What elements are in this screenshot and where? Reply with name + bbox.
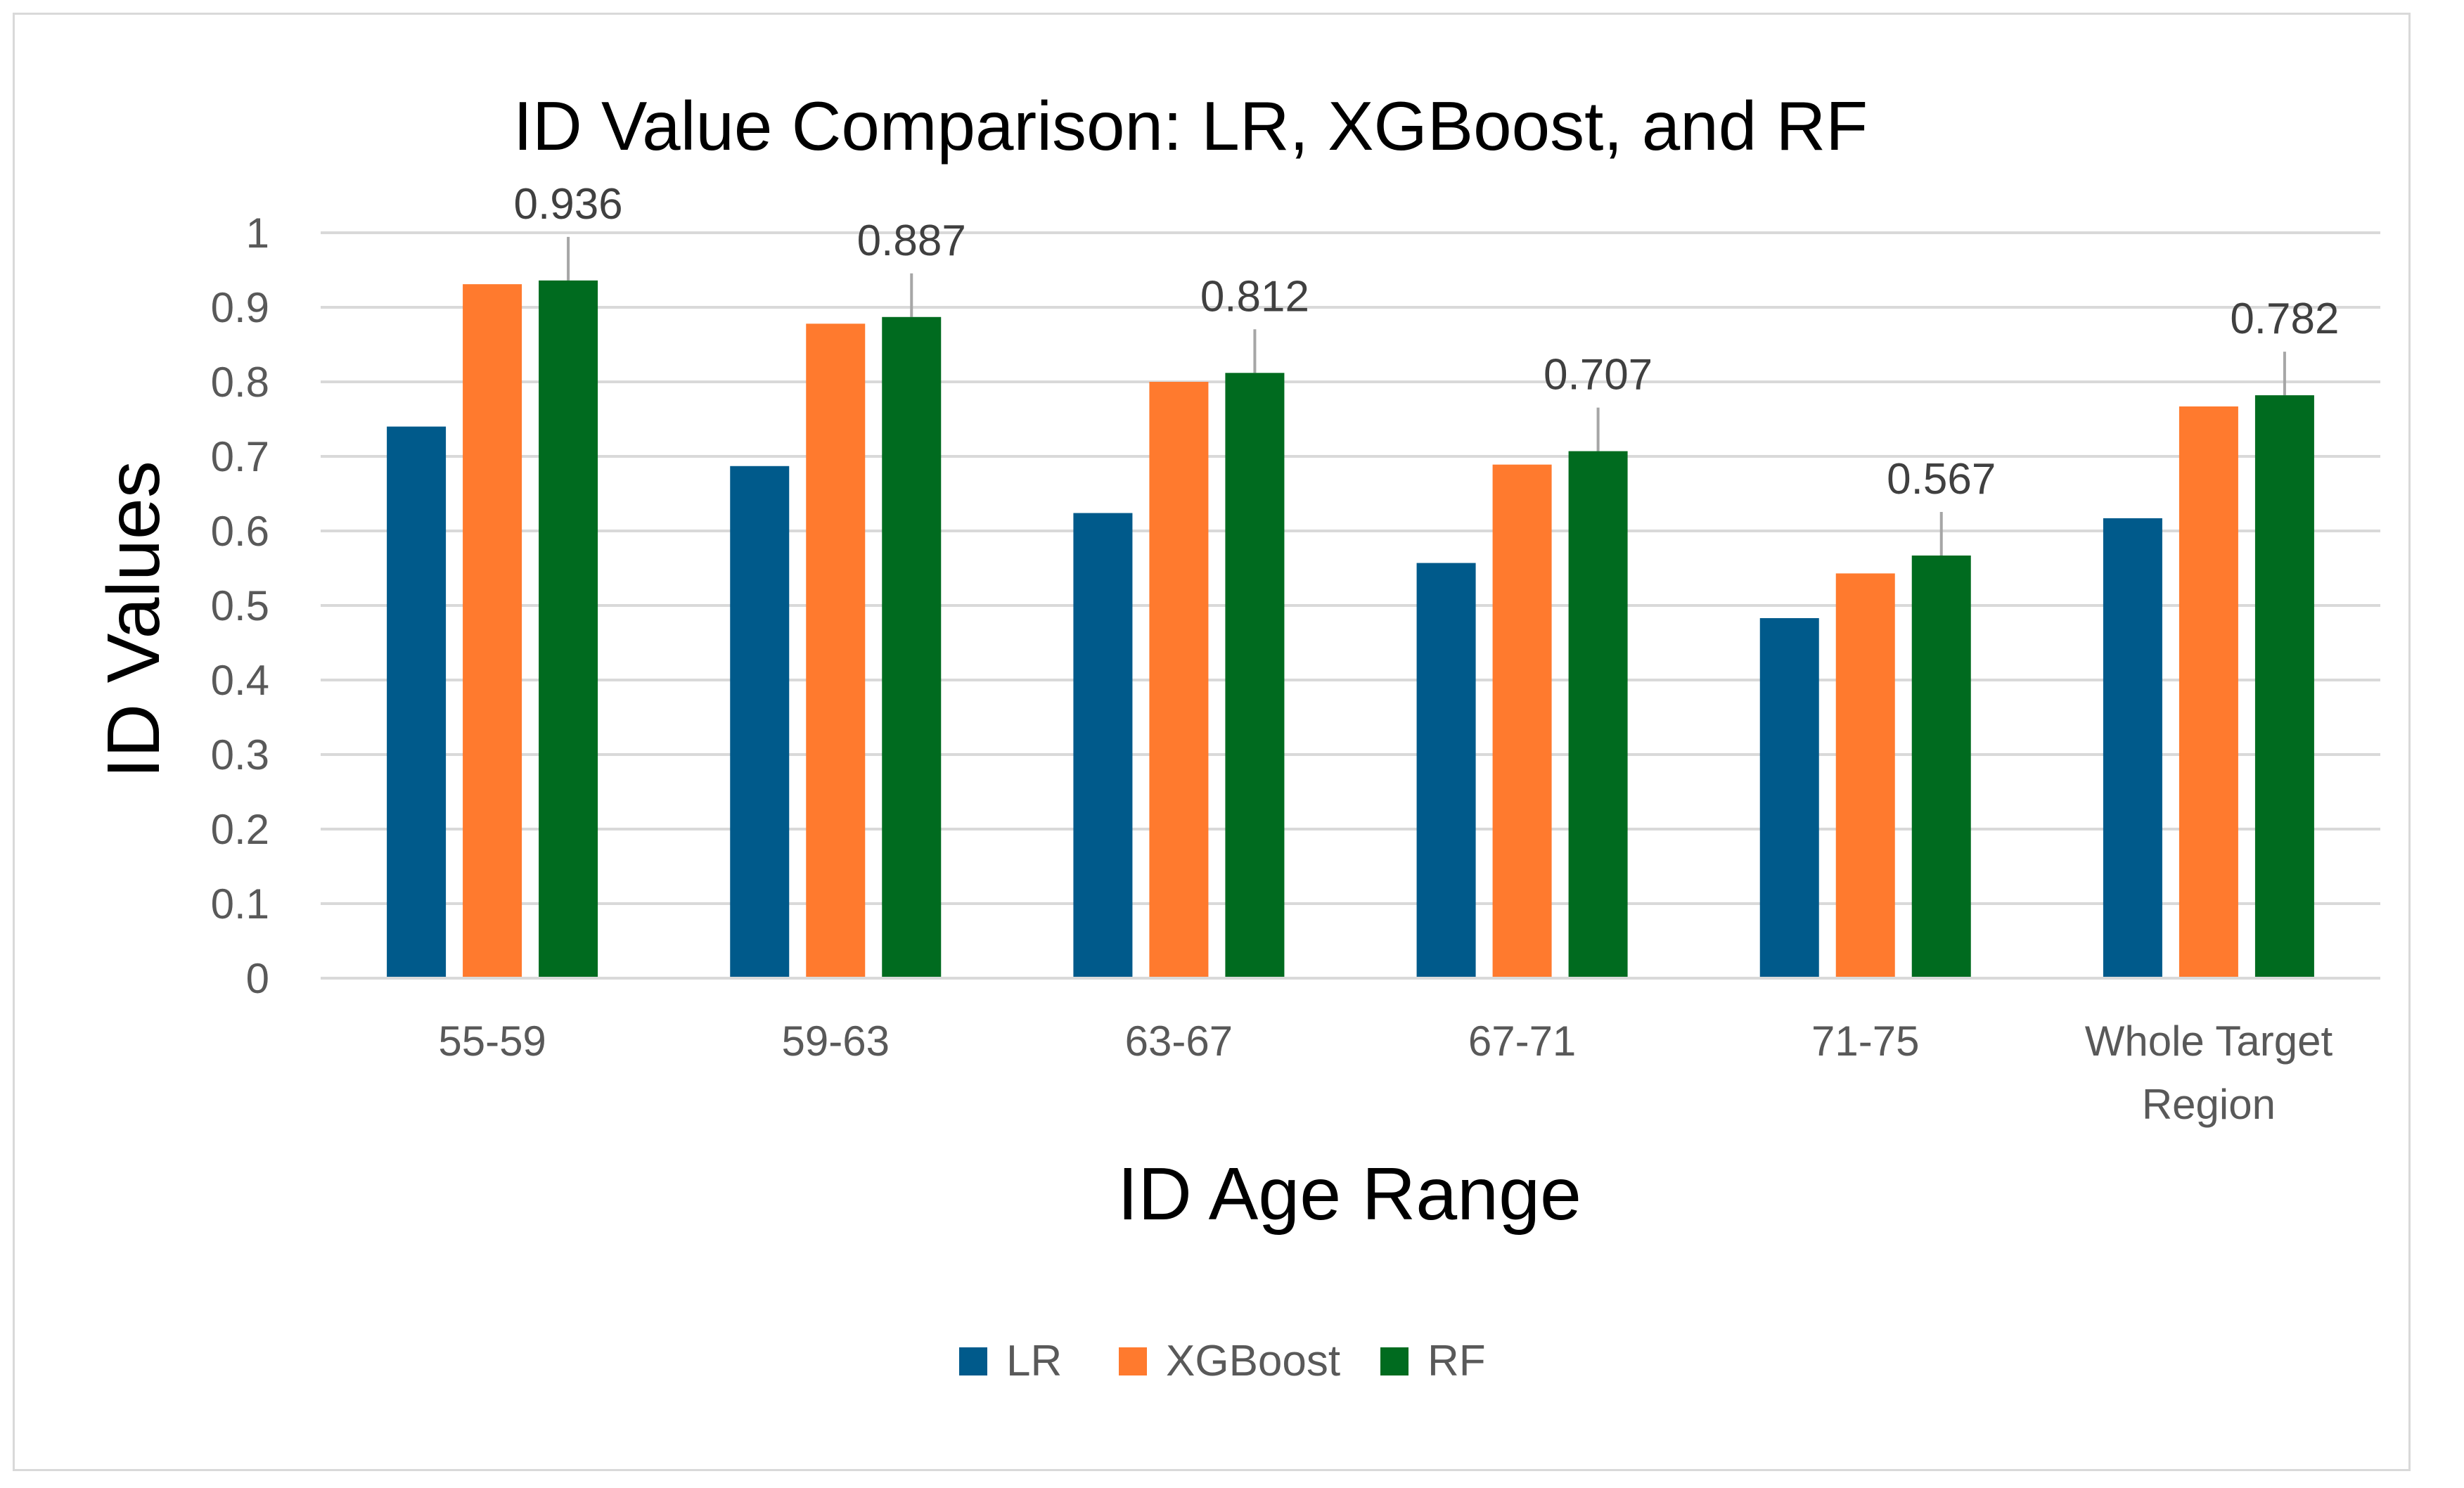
y-tick-label: 1 xyxy=(246,210,269,257)
bar-xgboost-3 xyxy=(1492,464,1552,978)
bar-xgboost-1 xyxy=(806,323,866,978)
legend-swatch-lr xyxy=(959,1347,987,1375)
y-tick-label: 0.6 xyxy=(211,508,269,555)
bar-rf-3 xyxy=(1568,451,1628,978)
bar-rf-0 xyxy=(539,280,598,979)
bar-lr-4 xyxy=(1759,618,1819,978)
y-tick-label: 0.8 xyxy=(211,359,269,406)
bar-rf-2 xyxy=(1225,373,1285,978)
y-tick-label: 0.1 xyxy=(211,880,269,928)
y-tick-label: 0.5 xyxy=(211,582,269,629)
chart-title: ID Value Comparison: LR, XGBoost, and RF xyxy=(513,87,1868,165)
data-label: 0.567 xyxy=(1887,455,1996,504)
legend-swatch-xgboost xyxy=(1119,1347,1147,1375)
y-axis-ticks: 0 0.1 0.2 0.3 0.4 0.5 0.6 0.7 0.8 0.9 1 xyxy=(211,210,269,1002)
y-tick-label: 0.2 xyxy=(211,806,269,853)
x-category-label: 71-75 xyxy=(1811,1018,1919,1065)
data-label: 0.782 xyxy=(2230,295,2339,343)
x-category-label: 59-63 xyxy=(782,1018,890,1065)
x-category-label: 63-67 xyxy=(1125,1018,1233,1065)
x-category-label: 55-59 xyxy=(438,1018,546,1065)
data-label: 0.812 xyxy=(1200,272,1309,321)
bar-rf-1 xyxy=(882,316,942,978)
y-tick-label: 0.3 xyxy=(211,731,269,778)
bar-lr-1 xyxy=(730,466,790,978)
legend-swatch-rf xyxy=(1380,1347,1409,1375)
bar-lr-2 xyxy=(1073,513,1133,978)
data-label: 0.936 xyxy=(514,180,623,229)
legend-label-rf: RF xyxy=(1427,1337,1486,1385)
data-label-leaders xyxy=(567,236,2286,556)
y-tick-label: 0 xyxy=(246,955,269,1002)
x-axis-title: ID Age Range xyxy=(1117,1153,1581,1236)
data-label: 0.707 xyxy=(1544,351,1653,399)
gridlines xyxy=(321,231,2380,905)
legend-label-lr: LR xyxy=(1006,1337,1062,1385)
bar-rf-5 xyxy=(2254,395,2314,978)
chart-frame: ID Value Comparison: LR, XGBoost, and RF… xyxy=(13,13,2411,1471)
bar-chart: ID Value Comparison: LR, XGBoost, and RF… xyxy=(92,87,2380,1385)
y-tick-label: 0.4 xyxy=(211,657,269,704)
legend-label-xgboost: XGBoost xyxy=(1166,1337,1340,1385)
bar-lr-0 xyxy=(387,426,447,978)
bar-lr-3 xyxy=(1416,563,1476,978)
bar-xgboost-0 xyxy=(463,284,522,978)
legend: LR XGBoost RF xyxy=(959,1337,1486,1385)
bar-xgboost-2 xyxy=(1149,382,1209,978)
data-labels: 0.936 0.887 0.812 0.707 0.567 0.782 xyxy=(514,180,2340,504)
bar-xgboost-4 xyxy=(1835,573,1895,978)
x-category-label: 67-71 xyxy=(1468,1018,1576,1065)
bar-rf-4 xyxy=(1911,555,1971,978)
x-category-label: Whole Target Region xyxy=(2085,1018,2333,1128)
y-axis-title: ID Values xyxy=(92,461,175,778)
y-tick-label: 0.9 xyxy=(211,284,269,331)
bar-xgboost-5 xyxy=(2179,406,2238,978)
bar-lr-5 xyxy=(2103,518,2162,978)
data-label: 0.887 xyxy=(857,217,966,265)
y-tick-label: 0.7 xyxy=(211,433,269,480)
bars xyxy=(387,280,2314,979)
x-axis-categories: 55-59 59-63 63-67 67-71 71-75 Whole Target Reg… xyxy=(438,1018,2333,1128)
